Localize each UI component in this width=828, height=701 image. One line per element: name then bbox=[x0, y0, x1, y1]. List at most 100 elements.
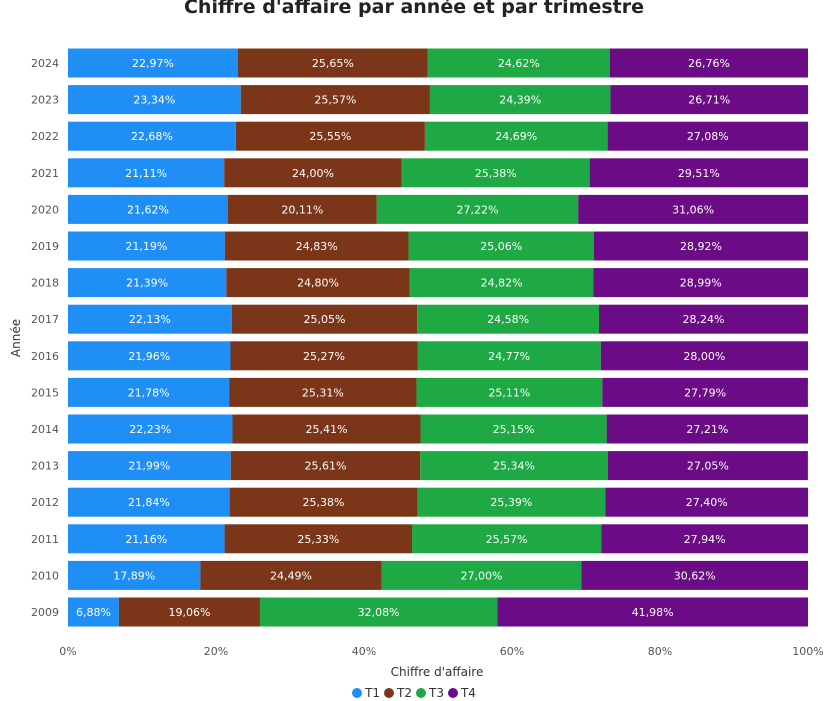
data-label: 28,92% bbox=[680, 240, 722, 253]
legend-label: T3 bbox=[429, 686, 444, 700]
bar-segment-t1 bbox=[68, 304, 232, 334]
data-label: 24,69% bbox=[495, 130, 537, 143]
data-label: 24,49% bbox=[270, 569, 312, 582]
legend-label: T4 bbox=[460, 686, 476, 700]
data-label: 28,00% bbox=[683, 350, 725, 363]
data-label: 25,15% bbox=[493, 423, 535, 436]
data-label: 24,00% bbox=[292, 167, 334, 180]
data-label: 24,82% bbox=[481, 277, 523, 290]
x-tick-label: 100% bbox=[792, 645, 823, 658]
bar-segment-t1 bbox=[68, 194, 228, 224]
data-label: 17,89% bbox=[113, 569, 155, 582]
bar-segment-t3 bbox=[409, 268, 594, 298]
bar-segment-t3 bbox=[420, 414, 607, 444]
bar-segment-t2 bbox=[240, 85, 430, 115]
data-label: 19,06% bbox=[168, 606, 210, 619]
bar-segment-t3 bbox=[427, 48, 610, 78]
bar-segment-t4 bbox=[607, 121, 808, 151]
bar-segment-t2 bbox=[230, 451, 421, 481]
data-label: 28,99% bbox=[680, 277, 722, 290]
bar-segment-t1 bbox=[68, 48, 238, 78]
data-label: 21,19% bbox=[125, 240, 167, 253]
data-label: 25,38% bbox=[475, 167, 517, 180]
bar-segment-t2 bbox=[226, 268, 410, 298]
data-label: 22,23% bbox=[129, 423, 171, 436]
data-label: 22,68% bbox=[131, 130, 173, 143]
bar-segment-t3 bbox=[259, 597, 498, 627]
bar-segment-t3 bbox=[424, 121, 608, 151]
data-label: 21,16% bbox=[125, 533, 167, 546]
data-label: 27,00% bbox=[461, 569, 503, 582]
y-tick-label: 2024 bbox=[31, 57, 59, 70]
data-label: 23,34% bbox=[133, 94, 175, 107]
data-label: 25,38% bbox=[303, 496, 345, 509]
bar-segment-t4 bbox=[497, 597, 808, 627]
legend-item-t2[interactable]: T2 bbox=[384, 686, 412, 700]
bar-segment-t3 bbox=[420, 451, 608, 481]
bar-segment-t2 bbox=[235, 121, 425, 151]
bar-segment-t3 bbox=[417, 304, 600, 334]
y-tick-label: 2009 bbox=[31, 606, 59, 619]
bar-segment-t3 bbox=[381, 560, 582, 590]
bar-segment-t1 bbox=[68, 85, 241, 115]
data-label: 29,51% bbox=[678, 167, 720, 180]
data-label: 25,57% bbox=[486, 533, 528, 546]
y-tick-label: 2022 bbox=[31, 130, 59, 143]
data-label: 21,11% bbox=[125, 167, 167, 180]
x-tick-label: 0% bbox=[59, 645, 76, 658]
bar-segment-t2 bbox=[224, 158, 402, 188]
bar-segment-t2 bbox=[200, 560, 382, 590]
bar-segment-t2 bbox=[224, 231, 409, 261]
data-label: 27,94% bbox=[684, 533, 726, 546]
data-label: 27,79% bbox=[684, 386, 726, 399]
data-label: 24,77% bbox=[488, 350, 530, 363]
data-label: 28,24% bbox=[683, 313, 725, 326]
legend-item-t4[interactable]: T4 bbox=[447, 686, 476, 700]
bar-segment-t4 bbox=[609, 48, 808, 78]
data-label: 24,80% bbox=[297, 277, 339, 290]
data-label: 25,65% bbox=[312, 57, 354, 70]
bar-segment-t2 bbox=[231, 304, 418, 334]
x-axis-title: Chiffre d'affaire bbox=[391, 665, 484, 679]
y-axis-title: Année bbox=[9, 319, 23, 357]
data-label: 31,06% bbox=[672, 203, 714, 216]
bars-layer: 22,97% 25,65% 24,62% 26,76% 23,34% 25,57% 24,3… bbox=[68, 48, 809, 627]
legend-marker bbox=[447, 688, 458, 698]
bar-segment-t3 bbox=[408, 231, 594, 261]
y-axis-labels: 2024 2023 2022 2021 2020 2019 2018 2017 2016 2015… bbox=[31, 57, 59, 619]
bar-segment-t2 bbox=[227, 194, 377, 224]
bar-segment-t1 bbox=[68, 231, 225, 261]
bar-segment-t3 bbox=[401, 158, 590, 188]
y-tick-label: 2021 bbox=[31, 167, 59, 180]
bar-segment-t1 bbox=[68, 524, 225, 554]
data-label: 21,62% bbox=[127, 203, 169, 216]
y-tick-label: 2010 bbox=[31, 569, 59, 582]
data-label: 26,71% bbox=[688, 94, 730, 107]
x-axis-labels: 0% 20% 40% 60% 80% 100% bbox=[59, 645, 823, 658]
y-tick-label: 2019 bbox=[31, 240, 59, 253]
data-label: 27,40% bbox=[686, 496, 728, 509]
bar-segment-t4 bbox=[602, 377, 808, 407]
bar-segment-t3 bbox=[412, 524, 602, 554]
bar-segment-t1 bbox=[68, 341, 231, 371]
legend-label: T1 bbox=[365, 686, 381, 700]
data-label: 25,41% bbox=[306, 423, 348, 436]
bar-segment-t4 bbox=[601, 524, 808, 554]
bar-segment-t2 bbox=[230, 341, 418, 371]
bar-segment-t1 bbox=[68, 451, 231, 481]
legend-item-t3[interactable]: T3 bbox=[416, 686, 444, 700]
legend-item-t1[interactable]: T1 bbox=[352, 686, 380, 700]
data-label: 27,08% bbox=[687, 130, 729, 143]
data-label: 25,39% bbox=[490, 496, 532, 509]
data-label: 21,84% bbox=[128, 496, 170, 509]
bar-segment-t1 bbox=[68, 377, 230, 407]
bar-segment-t1 bbox=[68, 597, 119, 627]
data-label: 41,98% bbox=[632, 606, 674, 619]
bar-segment-t1 bbox=[68, 121, 236, 151]
bar-segment-t4 bbox=[589, 158, 808, 188]
data-label: 32,08% bbox=[358, 606, 400, 619]
bar-segment-t3 bbox=[417, 487, 606, 517]
bar-segment-t2 bbox=[229, 487, 418, 517]
y-tick-label: 2020 bbox=[31, 203, 59, 216]
bar-segment-t2 bbox=[224, 524, 413, 554]
